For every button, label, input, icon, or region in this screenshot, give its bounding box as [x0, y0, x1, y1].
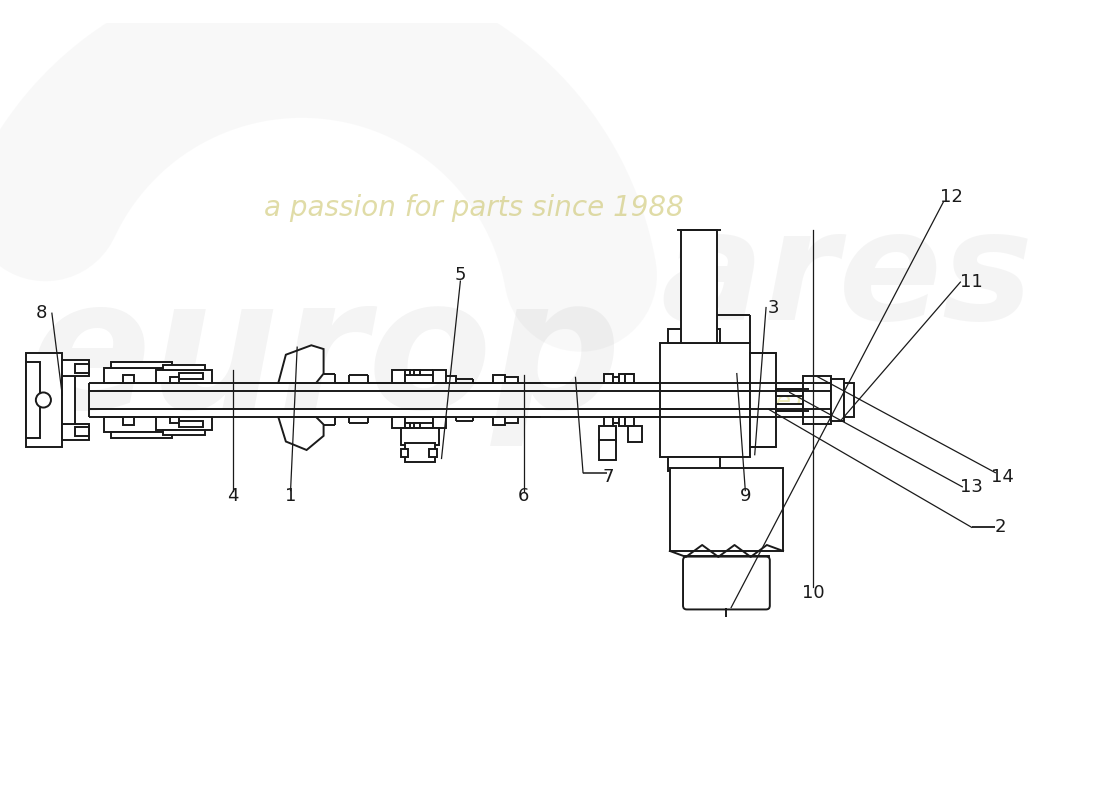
Bar — [179, 373, 202, 379]
Bar — [429, 449, 437, 457]
Bar — [63, 377, 76, 423]
Bar — [122, 375, 134, 383]
Text: 4: 4 — [228, 487, 239, 506]
Text: 14: 14 — [991, 468, 1014, 486]
Bar — [156, 370, 212, 383]
Bar — [26, 362, 40, 438]
Bar — [668, 330, 719, 343]
Bar — [415, 370, 420, 375]
Bar — [415, 422, 420, 428]
Bar — [600, 440, 616, 460]
Bar — [619, 374, 625, 383]
Text: a passion for parts since 1988: a passion for parts since 1988 — [264, 194, 684, 222]
Bar — [600, 426, 616, 442]
Text: 7: 7 — [603, 468, 614, 486]
Bar — [832, 379, 845, 421]
Bar — [163, 430, 205, 435]
Bar — [405, 443, 435, 462]
Bar — [433, 417, 447, 428]
Polygon shape — [278, 417, 323, 450]
Bar — [505, 417, 518, 422]
Bar — [122, 417, 134, 425]
Bar — [777, 389, 803, 396]
Bar — [494, 417, 505, 426]
Bar — [405, 422, 410, 428]
Text: 13: 13 — [960, 478, 983, 496]
Bar — [684, 556, 769, 607]
Bar — [63, 423, 89, 440]
Bar — [494, 374, 505, 383]
Bar — [156, 417, 212, 430]
Bar — [169, 417, 179, 422]
Text: 1: 1 — [285, 487, 296, 506]
Bar — [392, 417, 405, 428]
Text: 5: 5 — [454, 266, 466, 283]
Bar — [433, 370, 447, 383]
Bar — [405, 375, 433, 383]
Bar — [668, 457, 719, 470]
Bar — [681, 230, 717, 343]
Bar — [76, 364, 89, 373]
Bar — [111, 362, 172, 368]
Bar — [604, 417, 613, 426]
Circle shape — [36, 393, 51, 407]
Bar — [103, 368, 179, 383]
Bar — [845, 383, 854, 417]
Bar — [625, 374, 634, 383]
Text: since1988: since1988 — [726, 390, 855, 414]
Polygon shape — [278, 346, 323, 383]
Bar — [777, 404, 803, 411]
Text: 8: 8 — [36, 304, 47, 322]
Bar — [63, 360, 89, 377]
Bar — [169, 378, 179, 383]
Bar — [447, 377, 455, 383]
Bar — [405, 417, 433, 422]
Bar — [163, 365, 205, 370]
Bar — [660, 343, 750, 457]
Bar — [103, 417, 179, 432]
FancyBboxPatch shape — [683, 557, 770, 610]
Bar — [111, 432, 172, 438]
Bar — [76, 427, 89, 436]
Bar — [400, 428, 439, 446]
Bar — [625, 417, 634, 426]
Text: ares: ares — [660, 203, 1033, 352]
Bar — [613, 378, 619, 383]
Text: 11: 11 — [960, 273, 983, 291]
Bar — [803, 377, 832, 423]
Text: europ: europ — [29, 270, 621, 446]
Text: 10: 10 — [802, 584, 825, 602]
Bar — [505, 378, 518, 383]
Text: 9: 9 — [739, 487, 751, 506]
Bar — [405, 370, 410, 375]
Text: 12: 12 — [939, 188, 962, 206]
Bar — [400, 449, 408, 457]
Bar — [179, 421, 202, 427]
Bar — [619, 417, 625, 426]
Bar — [750, 353, 777, 447]
Bar — [613, 417, 619, 422]
Text: 6: 6 — [518, 487, 529, 506]
Text: 3: 3 — [768, 298, 779, 317]
Bar — [26, 353, 63, 447]
Bar — [604, 374, 613, 383]
Bar — [628, 426, 641, 442]
Bar — [392, 370, 405, 383]
Bar — [670, 468, 783, 551]
Text: 2: 2 — [994, 518, 1005, 536]
